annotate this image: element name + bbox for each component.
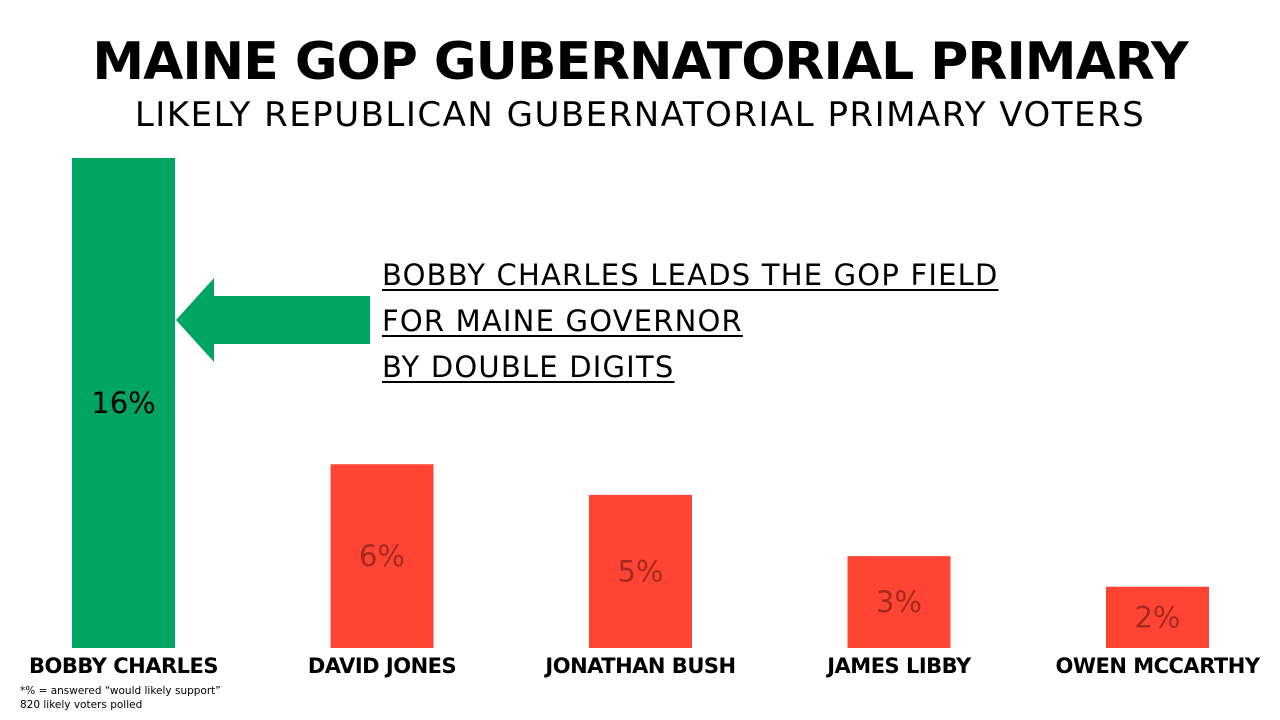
bar-bobby-charles: [72, 158, 175, 648]
category-label: JAMES LIBBY: [825, 654, 972, 678]
callout-annotation: BOBBY CHARLES LEADS THE GOP FIELD FOR MA…: [382, 252, 999, 390]
chart-subtitle: LIKELY REPUBLICAN GUBERNATORIAL PRIMARY …: [134, 95, 1146, 135]
bar-jonathan-bush: [589, 494, 692, 648]
bar-value-label: 2%: [1134, 600, 1180, 634]
category-label: JONATHAN BUSH: [543, 654, 735, 678]
callout-line-3: BY DOUBLE DIGITS: [382, 350, 675, 384]
callout-line-2: FOR MAINE GOVERNOR: [382, 304, 743, 338]
bar-value-label: 5%: [617, 554, 663, 588]
bar-james-libby: [847, 556, 951, 648]
bar-value-label: 16%: [91, 386, 155, 420]
footnote-definition: *% = answered “would likely support”: [20, 685, 221, 697]
category-label: BOBBY CHARLES: [29, 654, 218, 678]
category-label: OWEN MCCARTHY: [1055, 654, 1260, 678]
bar-value-label: 3%: [876, 585, 922, 619]
bar-david-jones: [330, 464, 434, 648]
bar-value-label: 6%: [359, 539, 405, 573]
footnote-sample-size: 820 likely voters polled: [20, 699, 143, 711]
category-label: DAVID JONES: [308, 654, 456, 678]
chart-title: MAINE GOP GUBERNATORIAL PRIMARY: [92, 32, 1188, 92]
callout-line-1: BOBBY CHARLES LEADS THE GOP FIELD: [382, 258, 999, 292]
callout-arrow: [176, 278, 370, 362]
bar-owen-mccarthy: [1106, 586, 1209, 648]
footnote: *% = answered “would likely support” 820…: [20, 684, 221, 712]
